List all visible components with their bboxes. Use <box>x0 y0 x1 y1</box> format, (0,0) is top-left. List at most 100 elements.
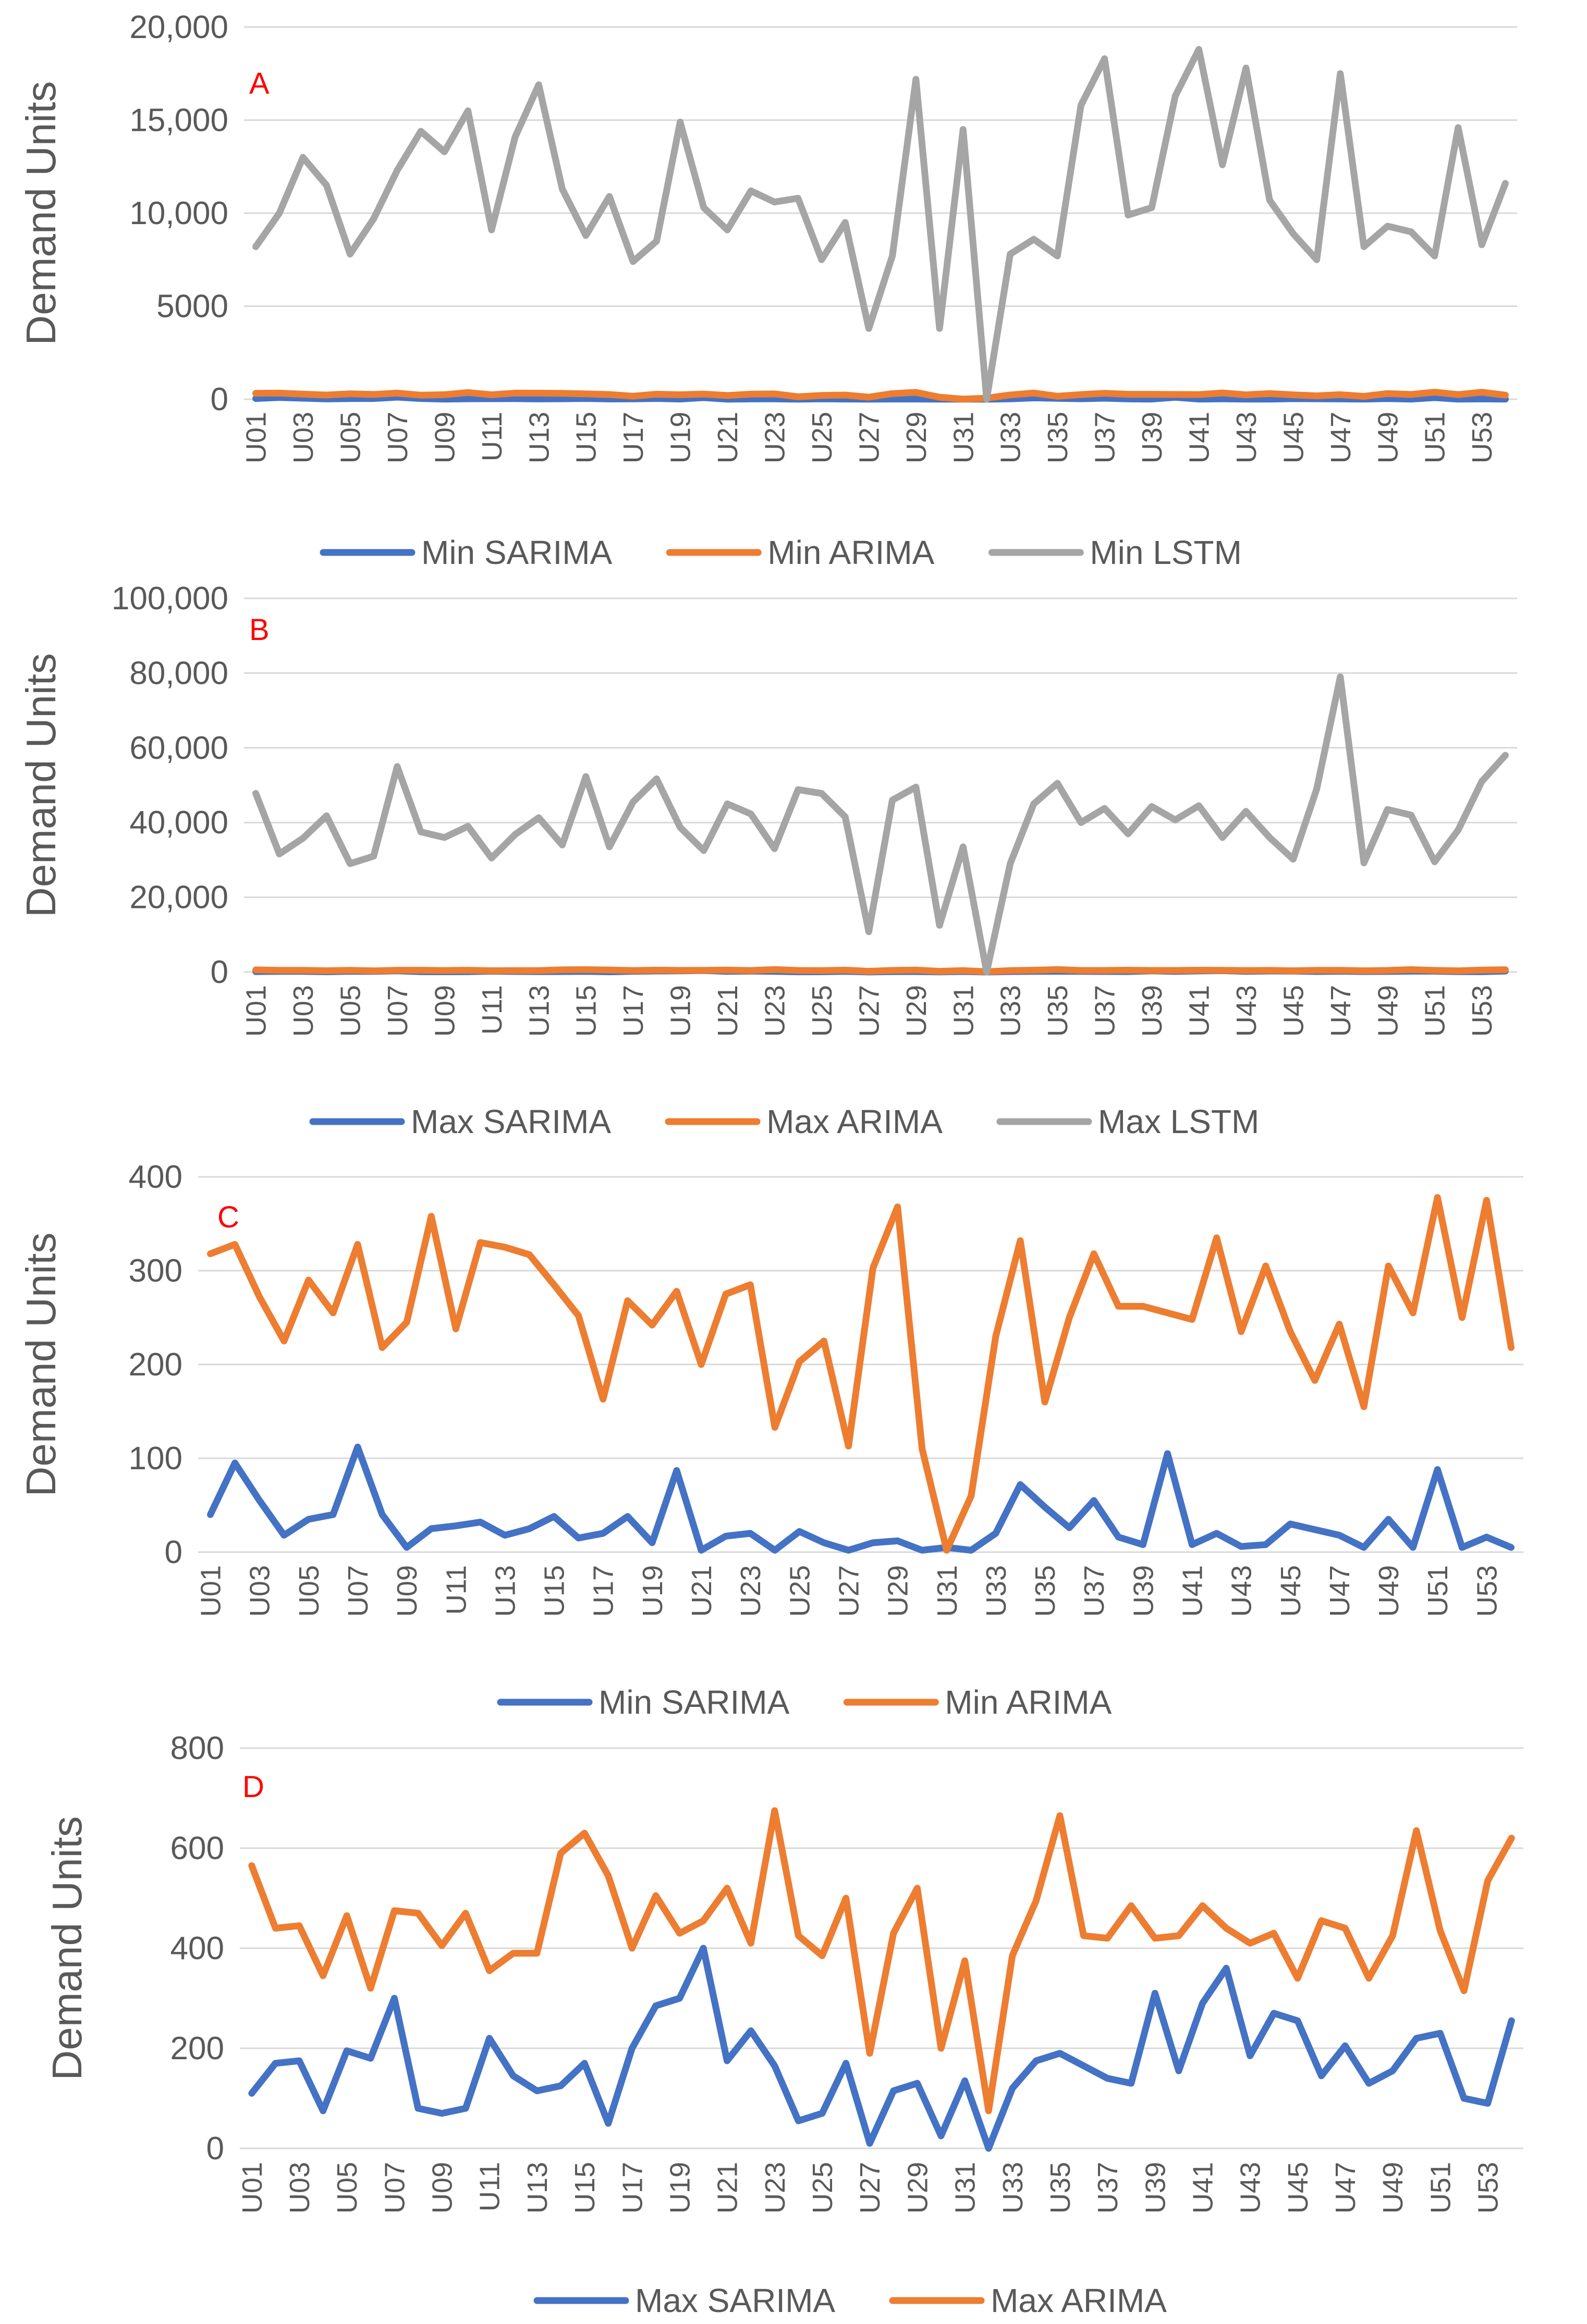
legend-label: Min ARIMA <box>945 1683 1112 1721</box>
x-tick-label: U15 <box>571 412 602 463</box>
x-tick-label: U27 <box>833 1565 864 1617</box>
x-tick-label: U07 <box>379 2162 410 2214</box>
panel-letter: B <box>249 613 270 647</box>
x-tick-label: U15 <box>569 2162 601 2214</box>
legend-label: Max SARIMA <box>635 2282 835 2319</box>
chart-panel-a: 0 5000 10,000 15,000 20,000 U01 U03 U05 U07 U09 U1… <box>18 9 1517 571</box>
x-tick-label: U27 <box>853 985 885 1037</box>
x-tick-label: U05 <box>332 2162 363 2214</box>
x-tick-label: U11 <box>477 985 508 1035</box>
chart-panel-b: 0 20,000 40,000 60,000 80,000 100,000 U01 U03 U0… <box>18 581 1517 1140</box>
x-tick-label: U23 <box>760 2162 791 2214</box>
x-tick-label: U35 <box>1045 2162 1076 2214</box>
series-line-min-arima <box>207 1194 1515 1554</box>
x-tick-label: U37 <box>1092 2162 1124 2214</box>
x-tick-label: U49 <box>1377 2162 1409 2214</box>
x-tick-label: U53 <box>1467 985 1498 1037</box>
x-tick-label: U43 <box>1226 1565 1258 1617</box>
x-tick-label: U19 <box>665 412 697 463</box>
y-axis-label: Demand Units <box>18 653 64 917</box>
x-tick-label: U03 <box>245 1565 276 1617</box>
x-tick-label: U51 <box>1420 412 1451 463</box>
y-tick-label: 400 <box>129 1159 182 1195</box>
x-tick-label: U01 <box>237 2162 268 2214</box>
x-tick-label: U35 <box>1042 412 1073 463</box>
legend: Min SARIMA Min ARIMA <box>497 1683 1112 1721</box>
y-tick-label: 15,000 <box>129 103 228 139</box>
x-tick-label: U25 <box>807 985 838 1037</box>
panel-letter: C <box>217 1200 239 1234</box>
x-tick-label: U37 <box>1090 985 1121 1037</box>
x-tick-label: U31 <box>950 2162 981 2214</box>
legend-label: Max ARIMA <box>766 1103 943 1140</box>
series-line-min-sarima <box>207 1443 1515 1554</box>
y-tick-label: 200 <box>129 1347 182 1383</box>
x-tick-label: U17 <box>618 985 649 1037</box>
legend-label: Min SARIMA <box>599 1683 790 1721</box>
x-tick-label: U25 <box>807 2162 838 2214</box>
legend: Max SARIMA Max ARIMA <box>533 2282 1167 2319</box>
x-tick-label: U41 <box>1188 2162 1219 2214</box>
y-axis-label: Demand Units <box>18 81 64 346</box>
x-tick-label: U47 <box>1325 412 1357 463</box>
x-tick-label: U21 <box>712 412 743 463</box>
x-tick-label: U37 <box>1079 1565 1110 1617</box>
x-tick-label: U49 <box>1372 412 1403 463</box>
x-tick-label: U29 <box>901 412 932 463</box>
x-tick-label: U43 <box>1231 412 1262 463</box>
y-tick-label: 5000 <box>156 289 228 325</box>
panel-letter: D <box>242 1770 264 1804</box>
x-tick-label: U17 <box>588 1565 619 1617</box>
y-tick-label: 100,000 <box>112 581 228 617</box>
x-tick-label: U17 <box>617 2162 648 2214</box>
x-tick-label: U33 <box>997 2162 1029 2214</box>
x-tick-label: U53 <box>1467 412 1498 463</box>
x-tick-label: U19 <box>637 1565 668 1617</box>
y-tick-label: 80,000 <box>129 655 228 691</box>
x-tick-label: U05 <box>335 985 367 1037</box>
x-tick-label: U33 <box>995 985 1027 1037</box>
x-tick-label: U19 <box>665 985 697 1037</box>
y-axis-label: Demand Units <box>18 1233 64 1497</box>
x-tick-label: U09 <box>429 412 460 463</box>
y-tick-label: 600 <box>170 1830 224 1866</box>
legend: Max SARIMA Max ARIMA Max LSTM <box>309 1103 1259 1140</box>
x-tick-label: U47 <box>1330 2162 1361 2214</box>
x-tick-label: U09 <box>392 1565 423 1617</box>
x-tick-label: U39 <box>1137 412 1168 463</box>
x-tick-label: U35 <box>1030 1565 1061 1617</box>
y-tick-label: 0 <box>211 382 228 417</box>
x-tick-label: U07 <box>382 985 413 1037</box>
x-tick-label: U41 <box>1184 985 1215 1037</box>
x-tick-label: U43 <box>1235 2162 1266 2214</box>
x-tick-label: U03 <box>288 412 319 463</box>
x-tick-label: U19 <box>664 2162 695 2214</box>
x-tick-label: U49 <box>1373 1565 1405 1617</box>
x-tick-label: U05 <box>294 1565 325 1617</box>
x-tick-label: U07 <box>382 412 413 463</box>
series-line-max-arima <box>248 1807 1515 2114</box>
chart-panel-c: 0 100 200 300 400 U01 U03 U05 U07 U09 U11 U13 U15 U17… <box>18 1159 1523 1721</box>
x-tick-label: U23 <box>735 1565 766 1617</box>
x-tick-label: U37 <box>1090 412 1121 463</box>
legend: Min SARIMA Min ARIMA Min LSTM <box>320 534 1242 571</box>
x-tick-label: U51 <box>1425 2162 1456 2214</box>
series-line-min-lstm <box>252 46 1509 403</box>
x-tick-label: U21 <box>712 985 743 1037</box>
x-tick-label: U51 <box>1422 1565 1454 1617</box>
y-tick-label: 400 <box>170 1930 224 1966</box>
panel-letter: A <box>249 67 270 101</box>
series-line-max-arima <box>252 966 1509 975</box>
x-tick-label: U25 <box>807 412 838 463</box>
x-tick-label: U21 <box>712 2162 743 2214</box>
x-tick-label: U13 <box>523 985 555 1037</box>
x-tick-label: U31 <box>948 412 979 463</box>
x-tick-label: U41 <box>1184 412 1215 463</box>
y-tick-label: 20,000 <box>129 880 228 916</box>
x-tick-label: U23 <box>760 985 791 1037</box>
x-tick-label: U39 <box>1140 2162 1171 2214</box>
legend-label: Min ARIMA <box>767 534 934 571</box>
x-tick-label: U03 <box>288 985 319 1037</box>
y-tick-label: 40,000 <box>129 805 228 841</box>
